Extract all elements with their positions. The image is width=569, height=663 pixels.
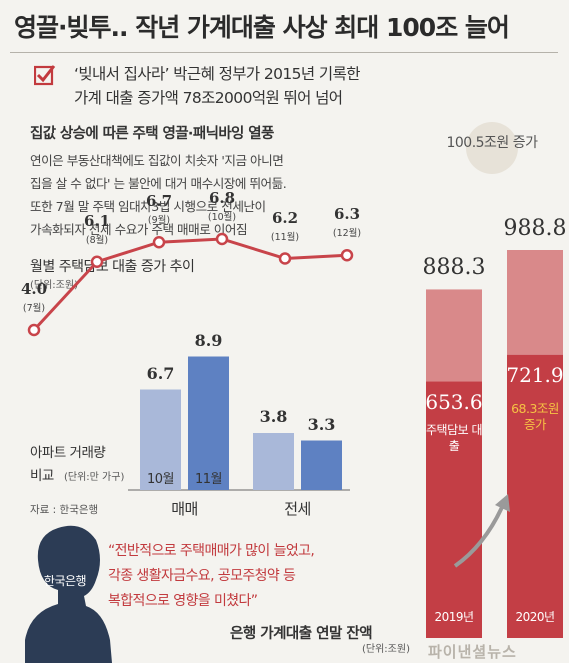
balance-year-label: 2020년 (515, 610, 555, 624)
section-heading: 집값 상승에 따른 주택 영끌·패닉바잉 열풍 (30, 126, 274, 142)
line-month-label: (7월) (22, 303, 46, 314)
balance-mortgage-label: 653.6 (425, 389, 483, 414)
title-divider (10, 52, 558, 53)
growth-arrow-head (495, 494, 510, 512)
line-chart-title: 월별 주택담보 대출 증가 추이 (30, 259, 195, 275)
apt-series-label: 10월 (146, 472, 175, 487)
subtitle-line: 가계 대출 증가액 78조2000억원 뛰어 넘어 (74, 89, 343, 107)
source-note: 자료 : 한국은행 (30, 504, 99, 516)
line-series (32, 237, 348, 332)
quote-line: 각종 생활자금수요, 공모주청약 등 (108, 568, 296, 584)
apt-bar (301, 440, 342, 490)
body-line: 집을 살 수 없다' 는 불안에 대거 매수시장에 뛰어듦. (30, 176, 287, 191)
line-month-label: (8월) (85, 234, 109, 246)
bok-label: 한국은행 (43, 574, 87, 588)
line-month-label: (12월) (332, 228, 362, 240)
apt-chart-title: 비교 (30, 468, 54, 484)
publisher-watermark: 파이낸셜뉴스 (428, 643, 517, 661)
line-value-label: 6.8 (208, 189, 236, 207)
check-box-icon (34, 65, 56, 86)
apt-chart-unit: (단위:만 가구) (64, 472, 125, 483)
line-value-label: 4.0 (20, 280, 48, 298)
apt-chart-title: 아파트 거래량 (30, 445, 106, 461)
line-value-label: 6.2 (271, 208, 299, 227)
apt-value-label: 3.8 (259, 407, 288, 426)
balance-year-label: 2019년 (434, 610, 474, 624)
apt-category-label: 전세 (284, 500, 311, 518)
apt-value-label: 6.7 (146, 363, 175, 383)
line-month-label: (10월) (207, 212, 237, 223)
body-line: 또한 7월 말 주택 임대차3법 시행으로 전세난이 (30, 199, 266, 214)
line-point (27, 323, 41, 337)
increase-bubble (466, 122, 518, 174)
body-line: 연이은 부동산대책에도 집값이 치솟자 '지금 아니면 (30, 153, 284, 168)
apt-bar (140, 389, 181, 490)
growth-arrow (453, 504, 505, 568)
apt-value-label: 3.3 (307, 414, 336, 434)
mortgage-increase-label: 68.3조원 증가 (511, 400, 559, 432)
quote-line: 복합적으로 영향을 미쳤다” (108, 593, 258, 609)
balance-total-label: 988.8 (503, 216, 567, 241)
apt-value-label: 8.9 (194, 330, 223, 350)
line-month-label: (11월) (270, 231, 300, 243)
line-point (90, 255, 104, 268)
line-chart-unit: (단위:조원) (30, 280, 78, 291)
line-value-label: 6.7 (145, 192, 173, 211)
line-value-label: 6.3 (333, 205, 361, 224)
line-point (152, 236, 166, 249)
line-month-label: (9월) (147, 215, 171, 227)
line-point (215, 232, 229, 246)
person-silhouette (25, 525, 112, 663)
subtitle-line: ‘빚내서 집사라’ 박근혜 정부가 2015년 기록한 (74, 65, 361, 83)
page-title: 영끌·빚투.. 작년 가계대출 사상 최대 100조 늘어 (14, 13, 510, 42)
balance-total-label: 888.3 (422, 255, 486, 281)
apt-series-label: 11월 (194, 472, 223, 487)
balance-bar-total (507, 250, 563, 355)
balance-chart-title: 은행 가계대출 연말 잔액 (230, 626, 373, 642)
balance-mortgage-label: 721.9 (506, 362, 564, 387)
quote-line: “전반적으로 주택매매가 많이 늘었고, (108, 543, 315, 559)
balance-bar-total (426, 289, 482, 382)
balance-bar-mortgage (507, 354, 563, 638)
increase-label: 100.5조원 증가 (446, 135, 538, 151)
body-line: 가속화되자 전세 수요가 주택 매매로 이어짐 (30, 222, 248, 237)
line-point (278, 252, 292, 265)
apt-bar (188, 356, 229, 490)
mortgage-series-label: 주택담보 대출 (426, 422, 483, 453)
line-value-label: 6.1 (83, 211, 111, 230)
balance-bar-mortgage (426, 381, 482, 638)
balance-chart-unit: (단위:조원) (362, 644, 410, 655)
apt-bar (253, 433, 294, 490)
line-point (340, 249, 354, 262)
apt-category-label: 매매 (171, 500, 198, 518)
